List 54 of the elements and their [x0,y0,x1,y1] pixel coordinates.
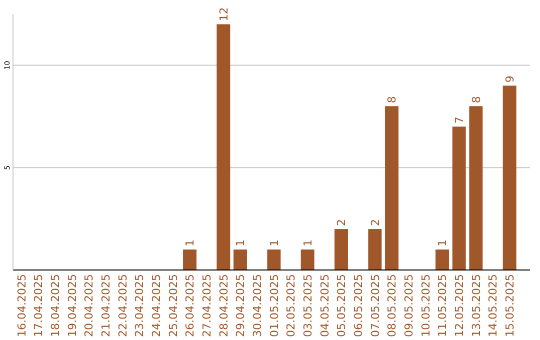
data-label: 1 [268,240,281,247]
x-tick-label: 09.05.2025 [402,274,416,337]
data-label: 2 [335,219,348,226]
bar [216,24,230,270]
x-tick-label: 12.05.2025 [452,274,466,337]
bar [334,229,348,270]
x-tick-label: 08.05.2025 [386,274,399,337]
x-tick-label: 23.04.2025 [133,274,146,337]
x-tick-label: 03.05.2025 [301,274,314,337]
data-label: 8 [470,96,483,104]
bar [267,250,281,270]
x-tick-label: 02.05.2025 [284,274,298,337]
bar [183,250,196,270]
x-tick-label: 10.05.2025 [419,274,432,337]
data-label: 1 [234,240,248,247]
bar [234,250,247,270]
x-tick-label: 30.04.2025 [250,274,264,337]
x-tick-label: 20.04.2025 [82,274,96,337]
bar [368,229,382,270]
x-tick-label: 11.05.2025 [436,274,450,337]
bar [385,106,398,270]
x-tick-label: 17.04.2025 [32,274,46,337]
x-tick-label: 28.04.2025 [217,274,230,337]
x-tick-label: 16.04.2025 [15,274,28,337]
x-tick-label: 27.04.2025 [200,274,214,337]
x-tick-label: 04.05.2025 [318,274,332,337]
x-tick-label: 13.05.2025 [470,274,483,337]
x-tick-label: 25.04.2025 [166,274,180,337]
data-label: 1 [184,240,197,247]
x-tick-label: 26.04.2025 [184,274,197,337]
bar [436,250,449,270]
x-tick-label: 21.04.2025 [99,274,112,337]
data-label: 1 [436,240,450,247]
bar [502,86,516,270]
x-tick-label: 18.04.2025 [48,274,62,337]
x-tick-label: 29.04.2025 [234,274,248,337]
x-tick-label: 24.04.2025 [150,274,163,337]
x-tick-label: 15.05.2025 [503,274,516,337]
data-label: 8 [386,96,399,104]
data-label: 9 [503,76,516,83]
x-tick-label: 22.04.2025 [116,274,130,337]
data-label: 2 [368,219,382,226]
x-tick-label: 01.05.2025 [268,274,281,337]
bar [300,250,314,270]
x-tick-label: 19.04.2025 [66,274,79,337]
x-tick-label: 07.05.2025 [368,274,382,337]
data-label: 7 [452,116,466,124]
bar [469,106,483,270]
x-tick-label: 14.05.2025 [486,274,500,337]
x-tick-label: 06.05.2025 [352,274,365,337]
bar [452,126,466,270]
data-label: 1 [301,240,314,247]
x-tick-label: 05.05.2025 [335,274,348,337]
data-label: 12 [217,7,230,22]
